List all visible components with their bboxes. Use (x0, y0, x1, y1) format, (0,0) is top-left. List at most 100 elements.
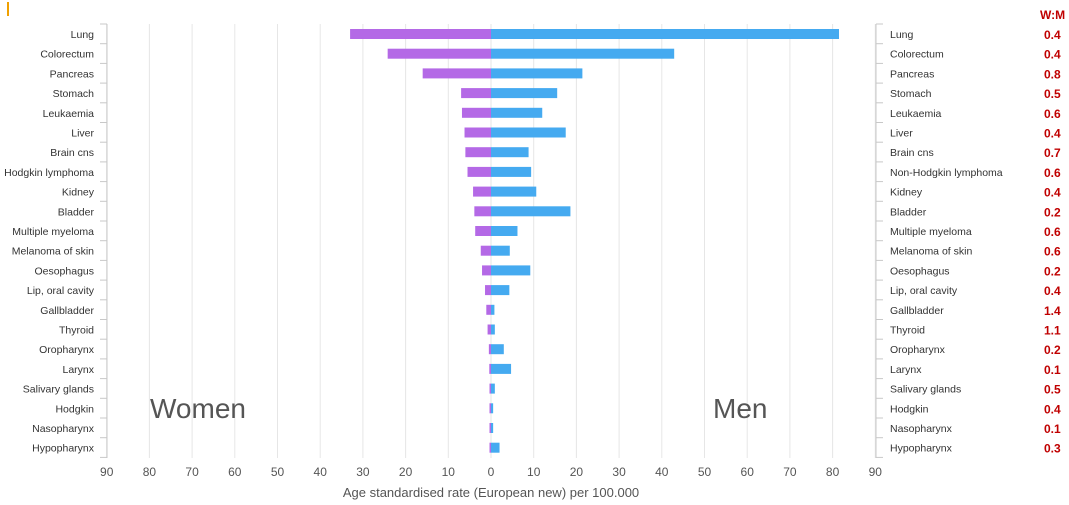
ratio-value: 0.1 (1044, 363, 1061, 377)
right-category-label: Non-Hodgkin lymphoma (890, 167, 1003, 179)
ratio-value: 0.2 (1044, 343, 1061, 357)
x-tick-label: 90 (869, 465, 883, 479)
left-category-label: Pancreas (50, 68, 94, 80)
women-bar (489, 423, 491, 433)
left-category-label: Melanoma of skin (12, 246, 94, 258)
women-bar (461, 88, 491, 99)
right-category-label: Thyroid (890, 325, 925, 337)
women-bar (489, 363, 491, 374)
ratio-value: 0.5 (1044, 383, 1061, 397)
left-category-label: Brain cns (50, 147, 94, 159)
women-bar (473, 186, 491, 197)
men-bar (491, 29, 840, 39)
x-tick-label: 40 (314, 465, 328, 479)
right-category-label: Colorectum (890, 49, 944, 61)
right-category-label: Pancreas (890, 68, 934, 80)
men-bar (491, 304, 495, 315)
men-bar (491, 88, 558, 99)
ratio-value: 0.4 (1044, 28, 1061, 42)
right-category-label: Melanoma of skin (890, 246, 972, 258)
men-bar (491, 186, 537, 197)
x-tick-label: 90 (100, 465, 114, 479)
ratio-value: 0.6 (1044, 245, 1061, 259)
ratio-value: 0.4 (1044, 284, 1061, 298)
ratio-value: 0.8 (1044, 67, 1061, 81)
men-bar (491, 68, 583, 79)
ratio-value: 0.4 (1044, 127, 1061, 141)
men-bar (491, 403, 494, 414)
right-category-label: Liver (890, 128, 913, 140)
men-bar (491, 265, 531, 276)
left-category-label: Lung (71, 29, 95, 41)
women-bar (465, 147, 491, 158)
right-category-label: Salivary glands (890, 384, 961, 396)
women-bar (467, 166, 491, 177)
x-tick-label: 10 (527, 465, 541, 479)
right-category-label: Multiple myeloma (890, 226, 972, 238)
right-category-label: Oesophagus (890, 265, 950, 277)
left-category-label: Thyroid (59, 325, 94, 337)
x-axis-title: Age standardised rate (European new) per… (343, 485, 639, 500)
women-bar (489, 383, 491, 394)
right-category-label: Stomach (890, 88, 932, 100)
x-tick-label: 0 (488, 465, 495, 479)
right-category-label: Bladder (890, 206, 927, 218)
ratio-value: 0.6 (1044, 166, 1061, 180)
ratio-header: W:M (1040, 8, 1065, 22)
left-category-label: Oesophagus (34, 265, 94, 277)
men-bar (491, 166, 532, 177)
men-bar (491, 285, 510, 296)
x-tick-label: 60 (741, 465, 755, 479)
ratio-value: 0.5 (1044, 87, 1061, 101)
women-bar (489, 403, 491, 414)
women-bar (487, 324, 491, 335)
right-category-label: Hypopharynx (890, 443, 953, 455)
x-tick-label: 80 (143, 465, 157, 479)
left-category-label: Nasopharynx (32, 423, 95, 435)
left-category-label: Salivary glands (23, 384, 94, 396)
men-bar (491, 423, 494, 433)
x-tick-label: 50 (271, 465, 285, 479)
ratio-value: 0.2 (1044, 205, 1061, 219)
right-category-label: Hodgkin (890, 403, 929, 415)
left-category-label: Hypopharynx (32, 443, 95, 455)
left-category-label: Gallbladder (40, 305, 94, 317)
ratio-value: 0.6 (1044, 225, 1061, 239)
left-category-label: Larynx (62, 364, 94, 376)
ratio-value: 1.1 (1044, 324, 1061, 338)
women-bar (480, 245, 491, 256)
women-bar (486, 304, 491, 315)
women-bar (387, 48, 491, 59)
ratio-value: 0.2 (1044, 264, 1061, 278)
x-tick-label: 50 (698, 465, 712, 479)
men-bar (491, 226, 518, 236)
ratio-value: 1.4 (1044, 304, 1061, 318)
x-tick-label: 30 (612, 465, 626, 479)
men-bar (491, 127, 566, 138)
left-category-label: Hodgkin (55, 403, 94, 415)
men-bar (491, 442, 500, 453)
x-tick-label: 10 (442, 465, 456, 479)
x-tick-label: 70 (185, 465, 199, 479)
women-label: Women (150, 393, 246, 424)
women-bar (482, 265, 491, 276)
men-bar (491, 206, 571, 217)
ratio-value: 0.7 (1044, 146, 1061, 160)
women-bar (464, 127, 491, 138)
left-category-label: Multiple myeloma (12, 226, 94, 238)
left-category-label: Liver (71, 128, 94, 140)
x-tick-label: 40 (655, 465, 669, 479)
ratio-value: 0.4 (1044, 186, 1061, 200)
right-category-label: Gallbladder (890, 305, 944, 317)
men-bar (491, 107, 543, 118)
right-category-label: Brain cns (890, 147, 934, 159)
left-category-label: Kidney (62, 187, 95, 199)
ratio-value: 0.6 (1044, 107, 1061, 121)
left-category-label: Hodgkin lymphoma (4, 167, 94, 179)
left-category-label: Stomach (53, 88, 95, 100)
ratio-value: 0.4 (1044, 402, 1061, 416)
women-bar (489, 442, 491, 453)
women-bar (488, 344, 491, 355)
x-tick-label: 80 (826, 465, 840, 479)
